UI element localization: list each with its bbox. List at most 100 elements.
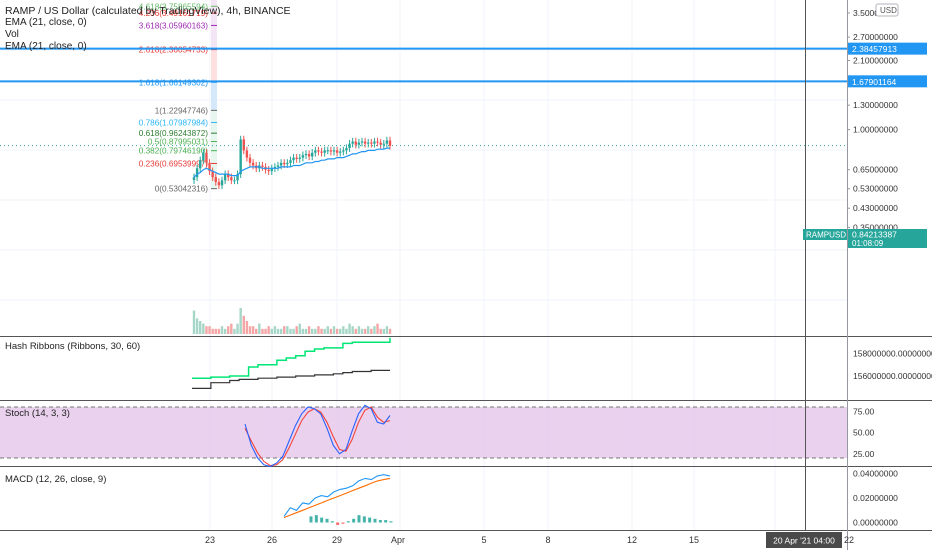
hash-ribbons-title[interactable]: Hash Ribbons (Ribbons, 30, 60) bbox=[5, 341, 141, 352]
macd-histogram-bar bbox=[378, 520, 382, 523]
volume-bar bbox=[301, 328, 305, 334]
indicator-vol[interactable]: Vol bbox=[5, 29, 19, 40]
volume-bar bbox=[227, 326, 230, 334]
candle-body bbox=[242, 139, 245, 151]
candle-body bbox=[227, 174, 230, 178]
fib-level-label: 2.618(2.36054733) bbox=[139, 46, 208, 55]
volume-bar bbox=[242, 315, 245, 334]
fib-level-label: 4.618(3.75865594) bbox=[139, 2, 208, 11]
volume-bar bbox=[295, 326, 298, 334]
time-axis[interactable]: 232629Apr581215182220 Apr '21 04:00 bbox=[205, 532, 854, 548]
fib-level-label: 1.618(1.66149302) bbox=[139, 78, 208, 87]
candle-body bbox=[273, 166, 277, 169]
candle-body bbox=[354, 141, 357, 145]
chart-title: RAMP / US Dollar (calculated by TradingV… bbox=[5, 5, 291, 17]
volume-bar bbox=[205, 326, 208, 334]
macd-histogram-bar bbox=[368, 517, 372, 523]
volume-bars bbox=[192, 308, 392, 334]
candle-body bbox=[214, 177, 217, 182]
candle-body bbox=[376, 141, 379, 143]
symbol-label: RAMPUSD bbox=[806, 231, 846, 240]
candle-body bbox=[360, 141, 364, 143]
volume-bar bbox=[233, 328, 236, 334]
candle-body bbox=[295, 157, 298, 159]
volume-bar bbox=[192, 310, 196, 334]
volume-bar bbox=[326, 326, 329, 334]
fib-band bbox=[211, 110, 217, 189]
volume-bar bbox=[289, 328, 292, 334]
candle-body bbox=[211, 171, 214, 178]
crosshair-time-label: 20 Apr '21 04:00 bbox=[773, 536, 835, 546]
volume-bar bbox=[199, 321, 202, 334]
volume-bar bbox=[373, 326, 376, 334]
candle-body bbox=[339, 151, 342, 153]
price-tick-label: 0.65000000 bbox=[853, 165, 898, 175]
candle-body bbox=[261, 165, 264, 167]
volume-bar bbox=[379, 328, 382, 334]
indicator-ema-2[interactable]: EMA (21, close, 0) bbox=[5, 41, 87, 52]
volume-bar bbox=[211, 328, 214, 334]
volume-bar bbox=[258, 323, 261, 334]
price-tick-label: 2.10000000 bbox=[853, 55, 898, 65]
price-tick-label: 0.43000000 bbox=[853, 203, 898, 213]
time-tick-label: 15 bbox=[689, 535, 699, 545]
candle-body bbox=[385, 140, 389, 144]
volume-bar bbox=[317, 326, 320, 334]
stoch-k-line bbox=[244, 404, 391, 468]
volume-bar bbox=[261, 328, 264, 334]
volume-bar bbox=[239, 308, 242, 334]
volume-bar bbox=[279, 328, 283, 334]
volume-bar bbox=[202, 323, 205, 334]
macd-tick-label: 0.00000000 bbox=[853, 518, 898, 528]
volume-bar bbox=[332, 326, 336, 334]
fib-retracement[interactable]: 6.618(5.15676455)5.618(4.45771024)4.618(… bbox=[139, 0, 217, 194]
candle-body bbox=[223, 174, 227, 181]
volume-bar bbox=[223, 328, 227, 334]
candle-body bbox=[199, 160, 202, 169]
candle-body bbox=[342, 150, 345, 152]
macd-histogram-bar bbox=[362, 516, 366, 523]
candle-body bbox=[301, 155, 305, 158]
stoch-d-line bbox=[244, 406, 391, 467]
hash-fast-line bbox=[192, 337, 391, 379]
volume-bar bbox=[245, 321, 249, 334]
price-axis[interactable]: 9.000000007.000000005.500000004.30000000… bbox=[803, 0, 927, 248]
candle-body bbox=[217, 181, 221, 186]
fib-level-label: 0.618(0.96243872) bbox=[139, 129, 208, 138]
macd-tick-label: 0.02000000 bbox=[853, 493, 898, 503]
candle-body bbox=[270, 168, 273, 172]
candle-body bbox=[304, 153, 308, 156]
macd-histogram-bar bbox=[325, 518, 329, 523]
candle-body bbox=[248, 157, 252, 163]
currency-badge bbox=[875, 3, 899, 17]
fib-level-label: 3.618(3.05960163) bbox=[139, 21, 208, 30]
fib-level-label: 1(1.22947746) bbox=[155, 106, 209, 115]
indicator-ema-1[interactable]: EMA (21, close, 0) bbox=[5, 17, 87, 28]
time-tick-label: 5 bbox=[481, 535, 486, 545]
stoch-title[interactable]: Stoch (14, 3, 3) bbox=[5, 408, 70, 419]
candle-body bbox=[351, 141, 354, 144]
time-tick-label: 23 bbox=[205, 535, 215, 545]
fib-level-label: 0(0.53042316) bbox=[155, 185, 209, 194]
macd-histogram-bar bbox=[352, 518, 356, 523]
macd-title[interactable]: MACD (12, 26, close, 9) bbox=[5, 474, 107, 485]
candle-body bbox=[317, 150, 320, 152]
volume-bar bbox=[314, 328, 317, 334]
fib-band bbox=[211, 48, 217, 83]
macd-tick-label: 0.04000000 bbox=[853, 469, 898, 479]
macd-histogram-bar bbox=[373, 518, 377, 523]
macd-histogram-bar bbox=[341, 522, 345, 524]
candle-body bbox=[236, 174, 239, 181]
volume-bar bbox=[264, 328, 267, 334]
stoch-band bbox=[0, 407, 847, 458]
macd-histogram-bar bbox=[389, 521, 393, 523]
time-tick-label: 22 bbox=[844, 535, 854, 545]
last-price-value: 0.84213387 bbox=[852, 230, 897, 240]
price-tick-label: 2.70000000 bbox=[853, 32, 898, 42]
candle-body bbox=[307, 153, 311, 157]
volume-bar bbox=[320, 328, 323, 334]
fib-level-label: 4.236(3.49161719) bbox=[139, 9, 208, 18]
macd-histogram-bar bbox=[346, 521, 350, 523]
